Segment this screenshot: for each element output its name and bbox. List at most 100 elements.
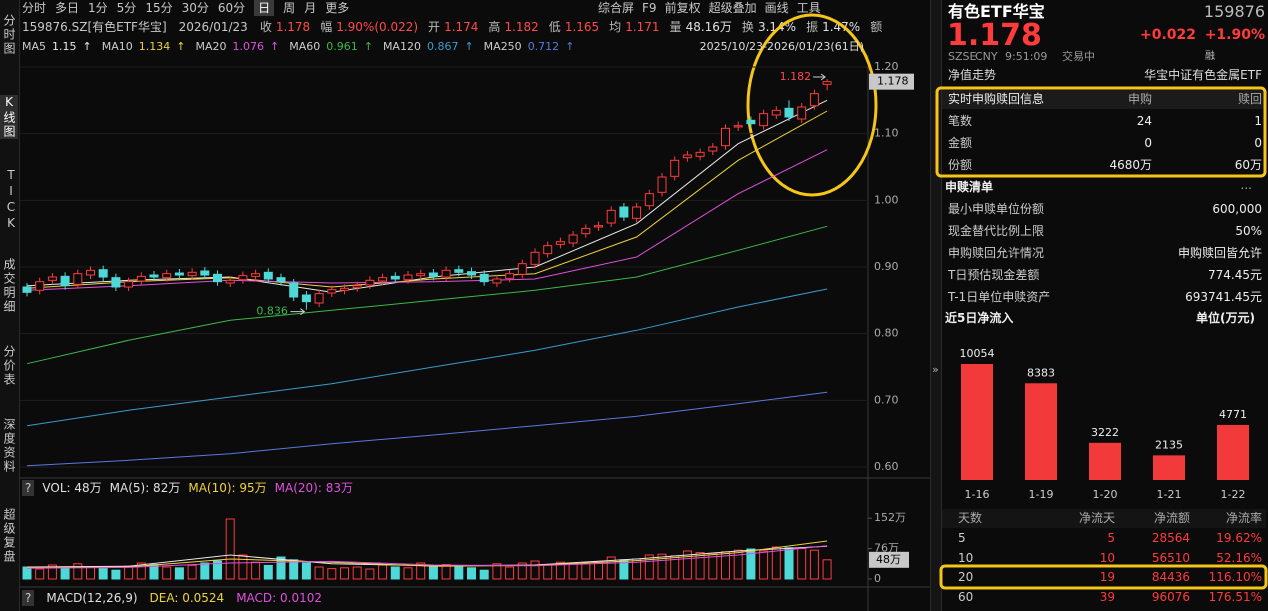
ma-name: MA20: [195, 40, 227, 53]
flow-title: 近5日净流入: [945, 311, 1014, 325]
flow-cell: 10: [958, 550, 974, 565]
field-label: 量: [669, 20, 682, 34]
field-value: 1.47%: [822, 20, 861, 34]
realtime-value: 4680万: [1109, 158, 1152, 172]
period-tab[interactable]: 5分: [116, 1, 137, 15]
period-tab[interactable]: 更多: [325, 1, 350, 15]
status-text: SZSE: [948, 50, 977, 63]
ma-arrow: ↑: [363, 40, 373, 53]
price-change: +0.022: [1140, 27, 1197, 43]
period-tab[interactable]: 多日: [55, 1, 80, 15]
realtime-value: 0: [1144, 136, 1152, 150]
tool-button[interactable]: 前复权: [664, 1, 701, 15]
tool-button[interactable]: 画线: [764, 1, 789, 15]
help-icon: ?: [22, 590, 35, 606]
flow-table-header-bg: [942, 509, 1266, 528]
side-tab[interactable]: 超级复盘: [2, 508, 16, 564]
ma-value: 1.076: [232, 40, 264, 53]
flow-cell: 5: [958, 531, 966, 545]
ma-value: 0.867: [426, 40, 459, 53]
flow-cell: 60: [958, 589, 974, 604]
period-tab[interactable]: 60分: [217, 1, 246, 15]
macd-label: DEA: 0.0524: [149, 591, 225, 605]
realtime-title: 实时申购赎回信息: [948, 92, 1045, 106]
period-tab[interactable]: 1分: [88, 1, 108, 15]
realtime-value: 24: [1136, 114, 1152, 128]
tool-button[interactable]: 工具: [796, 1, 821, 15]
basket-label: 最小申赎单位份额: [948, 202, 1045, 216]
realtime-value: 0: [1254, 136, 1262, 150]
side-tab[interactable]: TICK: [4, 168, 18, 232]
flow-cell: 39: [1099, 589, 1115, 604]
basket-value: 50%: [1235, 224, 1262, 238]
period-tab[interactable]: 周: [283, 1, 296, 15]
nav-label: 净值走势: [948, 68, 997, 82]
field-label: 均: [609, 20, 622, 34]
ma-name: MA120: [382, 40, 421, 53]
flow-cell: 176.51%: [1208, 589, 1262, 604]
realtime-value: 1: [1254, 114, 1262, 128]
realtime-label: 金额: [948, 136, 973, 150]
flow-cell: 28564: [1151, 531, 1190, 545]
period-tab[interactable]: 日: [254, 0, 275, 16]
legend-entry: MA(20): 83万: [274, 481, 353, 495]
quote-bar: 159876.SZ[有色ETF华宝] 2026/01/23 收 1.178 幅 1.90%…: [22, 19, 892, 35]
flow-cell: 84436: [1151, 570, 1190, 584]
field-label: 振: [806, 20, 819, 34]
side-tab[interactable]: 分价表: [2, 345, 16, 387]
field-label: 幅: [320, 20, 333, 34]
collapse-strip: [930, 0, 942, 611]
tool-button[interactable]: 综合屏: [598, 1, 635, 15]
field-label: 额: [870, 20, 883, 34]
ma-name: MA250: [483, 40, 522, 53]
side-tab[interactable]: 分时图: [2, 14, 16, 56]
vol-legend: ? VOL: 48万 MA(5): 82万 MA(10): 95万 MA(20): 83…: [22, 480, 353, 496]
ma-arrow: ↑: [464, 40, 474, 53]
flow-cell: 10: [1099, 550, 1115, 565]
status-text: 9:51:09: [1005, 50, 1048, 63]
field-value: 1.171: [625, 20, 660, 34]
flow-cell: 96076: [1151, 589, 1190, 604]
side-tab[interactable]: K线图: [0, 95, 18, 139]
ma-arrow: ↑: [565, 40, 575, 53]
ma-legend: MA5 1.15 ↑ MA10 1.134 ↑ MA20 1.076 ↑ MA60 0.961 ↑ MA…: [22, 39, 578, 55]
status-text: 交易中: [1062, 50, 1095, 63]
basket-label: 申购赎回允许情况: [948, 246, 1045, 260]
legend-entry: VOL: 48万: [42, 481, 102, 495]
basket-label: T-1日单位申赎资产: [948, 290, 1051, 304]
instrument-code: 159876: [1203, 2, 1265, 21]
period-tab[interactable]: 分时: [22, 1, 47, 15]
realtime-value: 60万: [1234, 158, 1262, 172]
field-value: 48.16万: [685, 20, 732, 34]
tools: 综合屏 F9 前复权 超级叠加 画线 工具: [598, 0, 821, 16]
period-tab[interactable]: 15分: [145, 1, 173, 15]
legend-entry: MA(10): 95万: [188, 481, 267, 495]
flow-cell: 5: [1107, 531, 1115, 545]
side-tab[interactable]: 深度资料: [2, 418, 16, 474]
flow-unit: 单位(万元): [1196, 311, 1255, 325]
side-tab[interactable]: 成交明细: [2, 258, 16, 314]
badge: 融: [1205, 51, 1215, 62]
field-label: 换: [741, 20, 754, 34]
ma-value: 0.961: [326, 40, 358, 53]
basket-title: 申赎清单: [945, 180, 994, 194]
period-tab[interactable]: 月: [304, 1, 317, 15]
flow-cell: 19: [1099, 570, 1115, 584]
period-tab[interactable]: 30分: [181, 1, 209, 15]
tool-button[interactable]: 超级叠加: [708, 1, 757, 15]
flow-header: 天数: [958, 511, 983, 525]
tool-button[interactable]: F9: [642, 1, 657, 15]
basket-value: 申购赎回皆允许: [1177, 246, 1262, 260]
flow-header: 净流天: [1078, 511, 1115, 525]
field-label: 低: [548, 20, 561, 34]
basket-label: 现金替代比例上限: [948, 224, 1045, 238]
realtime-label: 份额: [948, 158, 973, 172]
instrument-name: 有色ETF华宝: [948, 2, 1045, 21]
basket-value: 693741.45元: [1185, 290, 1262, 304]
flow-cell: 52.16%: [1216, 550, 1262, 565]
basket-value: 774.45元: [1208, 268, 1262, 282]
macd-label: MACD: 0.0102: [236, 591, 323, 605]
flow-cell: 116.10%: [1208, 570, 1262, 584]
macd-legend: ? MACD(12,26,9) DEA: 0.0524 MACD: 0.0102: [22, 590, 322, 606]
